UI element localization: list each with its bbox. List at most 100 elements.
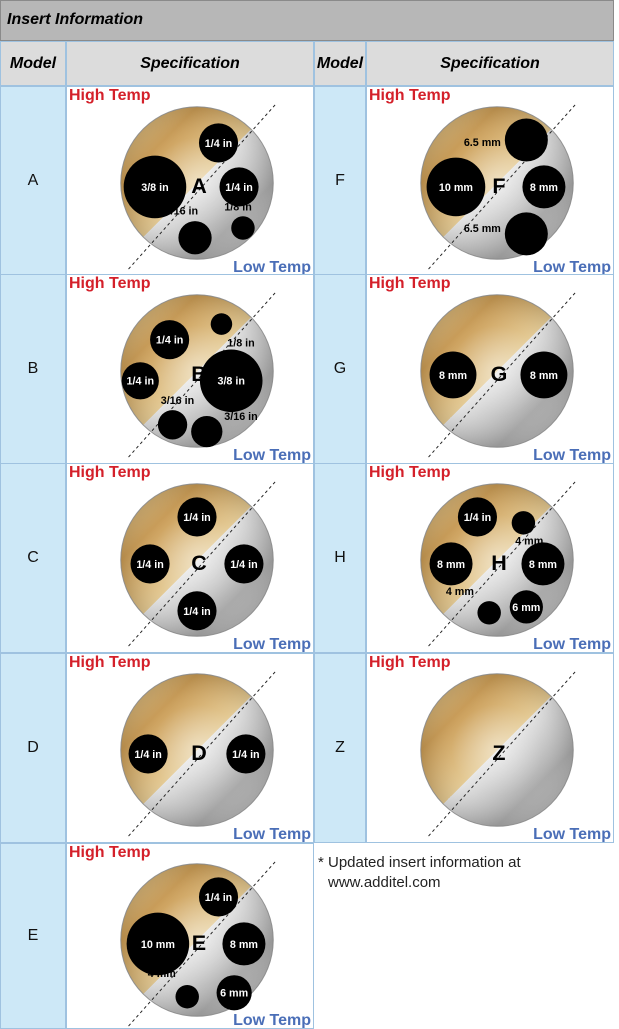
model-cell-z: Z	[314, 653, 366, 843]
insert-hole	[224, 544, 264, 584]
hole-size-callout: 4 mm	[446, 586, 474, 598]
hole-size-label: 1/4 in	[127, 376, 154, 388]
disc-model-letter: D	[191, 741, 207, 765]
model-cell-e: E	[0, 843, 66, 1029]
divider-line	[128, 292, 276, 458]
model-cell-f: F	[314, 86, 366, 276]
disc-sheen	[420, 294, 574, 448]
high-temp-label: High Temp	[369, 654, 451, 671]
specification-cell-z: High Temp Low Temp Z	[366, 653, 614, 843]
divider-line	[128, 861, 276, 1027]
hole-size-label: 8 mm	[530, 370, 558, 382]
insert-disc-z: Z	[420, 671, 576, 837]
insert-hole	[477, 601, 501, 625]
hole-size-label: 1/4 in	[225, 182, 252, 194]
model-cell-c: C	[0, 463, 66, 653]
hole-size-callout: 4 mm	[515, 535, 543, 547]
divider-line	[128, 104, 276, 270]
disc-model-letter: E	[192, 931, 206, 955]
hole-size-label: 1/4 in	[205, 138, 232, 150]
insert-disc-g: 8 mm 8 mm G	[420, 292, 576, 458]
insert-disc-f: 10 mm 8 mm 6.5 mm 6.5 mm F	[420, 104, 576, 270]
hole-size-label: 8 mm	[530, 182, 558, 194]
hole-size-label: 8 mm	[437, 559, 465, 571]
hole-size-label: 3/8 in	[217, 376, 244, 388]
hole-size-label: 1/4 in	[205, 892, 232, 904]
hole-size-label: 6 mm	[512, 602, 540, 614]
disc-sheen	[120, 673, 274, 827]
insert-hole	[520, 351, 568, 399]
divider-line	[128, 671, 276, 837]
hole-size-callout: 4 mm	[148, 968, 176, 980]
specification-cell-e: High Temp Low Temp 1/4 in 10 mm 8 mm 6 mm 4 mm…	[66, 843, 314, 1029]
low-temp-label: Low Temp	[533, 447, 611, 464]
high-temp-label: High Temp	[69, 275, 151, 292]
insert-hole	[219, 167, 259, 207]
high-temp-label: High Temp	[69, 844, 151, 861]
insert-hole	[231, 216, 255, 240]
hole-size-label: 1/4 in	[136, 559, 163, 571]
specification-cell-f: High Temp Low Temp 10 mm 8 mm 6.5 mm 6.5 mm F	[366, 86, 614, 276]
hole-size-label: 1/4 in	[464, 512, 491, 524]
insert-hole	[177, 591, 217, 631]
insert-hole	[222, 922, 266, 966]
disc-model-letter: B	[191, 362, 207, 386]
model-cell-g: G	[314, 274, 366, 464]
insert-hole	[130, 544, 170, 584]
table-title-bar: Insert Information	[0, 0, 614, 41]
disc-model-letter: A	[191, 174, 207, 198]
low-temp-label: Low Temp	[233, 636, 311, 653]
disc-sheen	[120, 483, 274, 637]
high-temp-label: High Temp	[369, 87, 451, 104]
low-temp-label: Low Temp	[233, 447, 311, 464]
insert-hole	[198, 877, 239, 917]
insert-hole	[178, 221, 212, 255]
insert-hole	[216, 975, 252, 1011]
specification-cell-d: High Temp Low Temp 1/4 in 1/4 in D	[66, 653, 314, 843]
specification-cell-h: High Temp Low Temp 1/4 in 8 mm 8 mm 6 mm 4 mm 4…	[366, 463, 614, 653]
divider-line	[428, 292, 576, 458]
disc-sheen	[420, 673, 574, 827]
hole-size-callout: 6.5 mm	[464, 137, 501, 149]
header-specification-right: Specification	[366, 41, 614, 86]
insert-hole	[457, 497, 497, 537]
hole-size-label: 8 mm	[230, 939, 258, 951]
hole-size-label: 3/8 in	[141, 182, 168, 194]
divider-line	[128, 481, 276, 647]
hole-size-label: 8 mm	[529, 559, 557, 571]
insert-disc-e: 1/4 in 10 mm 8 mm 6 mm 4 mm E	[120, 861, 276, 1027]
insert-hole	[521, 542, 565, 586]
hole-size-label: 8 mm	[439, 370, 467, 382]
insert-hole	[504, 212, 548, 256]
update-note-line-1: * Updated insert information at	[318, 854, 521, 871]
hole-size-label: 1/4 in	[232, 749, 259, 761]
high-temp-label: High Temp	[69, 654, 151, 671]
insert-hole	[175, 984, 199, 1009]
divider-line	[428, 671, 576, 837]
hole-size-label: 1/4 in	[230, 559, 257, 571]
specification-cell-c: High Temp Low Temp 1/4 in 1/4 in 1/4 in 1/4 i…	[66, 463, 314, 653]
high-temp-label: High Temp	[69, 87, 151, 104]
disc-model-letter: H	[491, 551, 507, 575]
header-specification-left: Specification	[66, 41, 314, 86]
insert-disc-c: 1/4 in 1/4 in 1/4 in 1/4 in C	[120, 481, 276, 647]
insert-hole	[157, 410, 188, 440]
hole-size-label: 6 mm	[220, 988, 248, 1000]
insert-hole	[511, 511, 536, 535]
update-note: * Updated insert information at www.addi…	[318, 853, 521, 893]
insert-hole	[126, 912, 190, 976]
hole-size-label: 10 mm	[141, 939, 175, 951]
hole-size-label: 1/4 in	[134, 749, 161, 761]
specification-cell-b: High Temp Low Temp 1/4 in 1/4 in 3/8 in 1/8 i…	[66, 274, 314, 464]
low-temp-label: Low Temp	[233, 259, 311, 276]
hole-size-callout: 6.5 mm	[464, 223, 501, 235]
disc-model-letter: G	[491, 362, 508, 386]
low-temp-label: Low Temp	[533, 636, 611, 653]
insert-disc-b: 1/4 in 1/4 in 3/8 in 1/8 in 3/16 in 3/16 in B	[120, 292, 276, 458]
specification-cell-a: High Temp Low Temp 1/4 in 3/8 in 1/4 in 3/16 …	[66, 86, 314, 276]
model-cell-a: A	[0, 86, 66, 276]
insert-hole	[504, 118, 548, 162]
low-temp-label: Low Temp	[233, 826, 311, 843]
high-temp-label: High Temp	[69, 464, 151, 481]
